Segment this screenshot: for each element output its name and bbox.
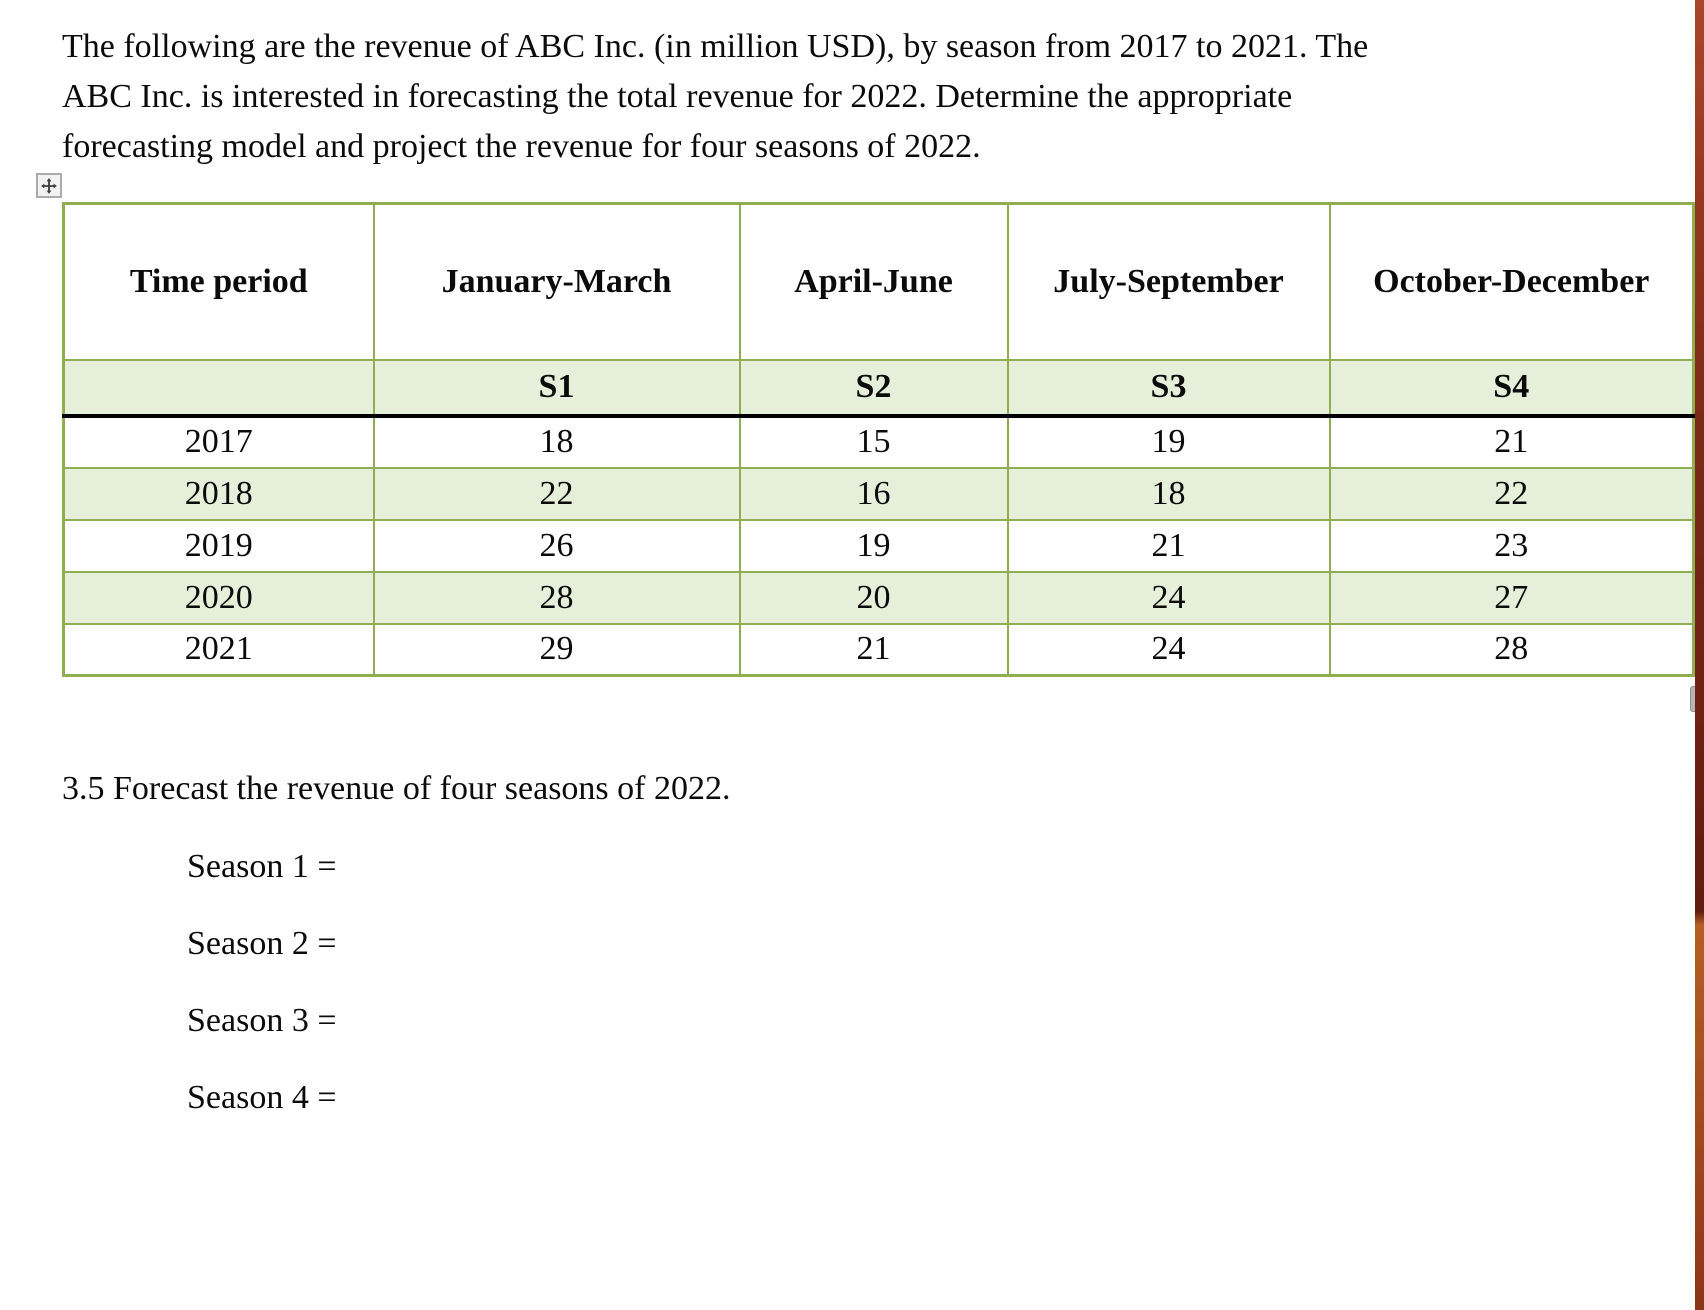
season-1-answer-label: Season 1 = bbox=[187, 848, 337, 885]
season-code-row: S1 S2 S3 S4 bbox=[62, 358, 1695, 418]
year-cell: 2021 bbox=[62, 622, 375, 677]
question-3-5-label: 3.5 Forecast the revenue of four seasons… bbox=[62, 770, 731, 807]
table-row-2019: 2019 26 19 21 23 bbox=[62, 518, 1695, 573]
question-intro-paragraph: The following are the revenue of ABC Inc… bbox=[62, 22, 1368, 172]
table-row-2017: 2017 18 15 19 21 bbox=[62, 414, 1695, 469]
year-cell: 2020 bbox=[62, 570, 375, 625]
value-cell: 15 bbox=[738, 414, 1009, 469]
value-cell: 24 bbox=[1006, 622, 1331, 677]
season-4-answer-label: Season 4 = bbox=[187, 1079, 337, 1116]
value-cell: 23 bbox=[1328, 518, 1695, 573]
value-cell: 24 bbox=[1006, 570, 1331, 625]
table-header-row: Time period January-March April-June Jul… bbox=[62, 202, 1695, 361]
year-cell: 2017 bbox=[62, 414, 375, 469]
value-cell: 18 bbox=[1006, 466, 1331, 521]
value-cell: 27 bbox=[1328, 570, 1695, 625]
value-cell: 28 bbox=[1328, 622, 1695, 677]
move-cross-icon bbox=[40, 177, 58, 195]
season-3-answer-label: Season 3 = bbox=[187, 1002, 337, 1039]
table-row-2020: 2020 28 20 24 27 bbox=[62, 570, 1695, 625]
table-row-2021: 2021 29 21 24 28 bbox=[62, 622, 1695, 677]
value-cell: 21 bbox=[1006, 518, 1331, 573]
table-row-2018: 2018 22 16 18 22 bbox=[62, 466, 1695, 521]
value-cell: 20 bbox=[738, 570, 1009, 625]
value-cell: 19 bbox=[1006, 414, 1331, 469]
value-cell: 21 bbox=[738, 622, 1009, 677]
table-move-handle[interactable] bbox=[36, 173, 62, 198]
value-cell: 28 bbox=[372, 570, 741, 625]
header-cell-oct-dec: October-December bbox=[1328, 202, 1695, 361]
year-cell: 2018 bbox=[62, 466, 375, 521]
value-cell: 29 bbox=[372, 622, 741, 677]
season-code-cell-blank bbox=[62, 358, 375, 418]
year-cell: 2019 bbox=[62, 518, 375, 573]
value-cell: 22 bbox=[1328, 466, 1695, 521]
value-cell: 26 bbox=[372, 518, 741, 573]
value-cell: 21 bbox=[1328, 414, 1695, 469]
value-cell: 22 bbox=[372, 466, 741, 521]
season-2-answer-label: Season 2 = bbox=[187, 925, 337, 962]
revenue-table: Time period January-March April-June Jul… bbox=[62, 202, 1695, 677]
intro-line-2: ABC Inc. is interested in forecasting th… bbox=[62, 78, 1293, 115]
season-code-cell-s3: S3 bbox=[1006, 358, 1331, 418]
header-cell-apr-jun: April-June bbox=[738, 202, 1009, 361]
season-code-cell-s2: S2 bbox=[738, 358, 1009, 418]
value-cell: 18 bbox=[372, 414, 741, 469]
header-cell-jan-mar: January-March bbox=[372, 202, 741, 361]
answer-lines: Season 1 = Season 2 = Season 3 = Season … bbox=[187, 849, 337, 1157]
season-code-cell-s1: S1 bbox=[372, 358, 741, 418]
value-cell: 16 bbox=[738, 466, 1009, 521]
header-cell-jul-sep: July-September bbox=[1006, 202, 1331, 361]
header-cell-time-period: Time period bbox=[62, 202, 375, 361]
window-edge-bar bbox=[1695, 0, 1704, 1310]
season-code-cell-s4: S4 bbox=[1328, 358, 1695, 418]
value-cell: 19 bbox=[738, 518, 1009, 573]
intro-line-3: forecasting model and project the revenu… bbox=[62, 128, 981, 165]
intro-line-1: The following are the revenue of ABC Inc… bbox=[62, 28, 1369, 65]
